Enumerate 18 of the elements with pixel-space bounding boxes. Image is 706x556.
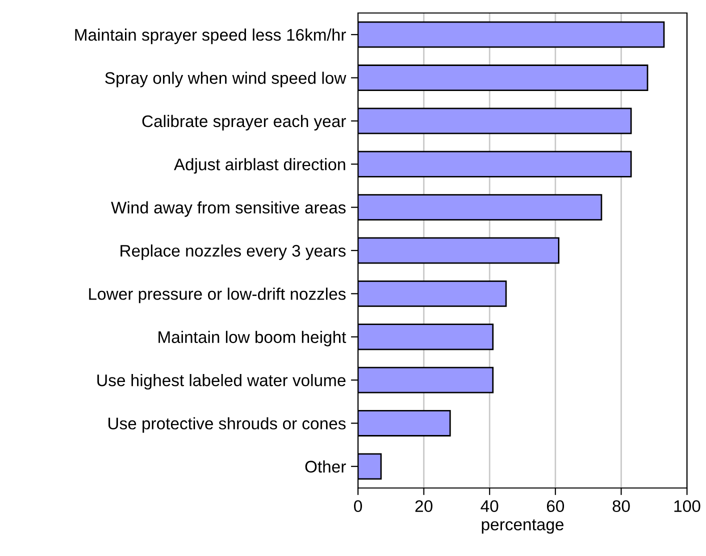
x-axis-title: percentage xyxy=(482,519,564,534)
y-tick-label: Use highest labeled water volume xyxy=(97,374,346,390)
y-tick-label: Lower pressure or low-drift nozzles xyxy=(89,288,346,304)
x-tick-label: 40 xyxy=(480,500,498,512)
y-tick-label: Adjust airblast direction xyxy=(174,158,346,174)
y-tick-label: Replace nozzles every 3 years xyxy=(120,244,346,260)
x-tick-label: 0 xyxy=(354,500,362,512)
y-tick-label: Maintain low boom height xyxy=(158,330,346,346)
y-tick-label: Maintain sprayer speed less 16km/hr xyxy=(75,28,346,44)
x-tick-label: 20 xyxy=(415,500,432,512)
y-tick-label: Other xyxy=(305,460,346,473)
x-tick-label: 80 xyxy=(612,500,630,512)
y-tick-label: Calibrate sprayer each year xyxy=(142,114,346,130)
x-tick-label: 100 xyxy=(674,500,700,512)
y-tick-label: Use protective shrouds or cones xyxy=(108,417,346,433)
x-tick-label: 60 xyxy=(546,500,564,512)
y-tick-label: Wind away from sensitive areas xyxy=(111,201,346,217)
y-tick-label: Spray only when wind speed low xyxy=(105,72,346,88)
